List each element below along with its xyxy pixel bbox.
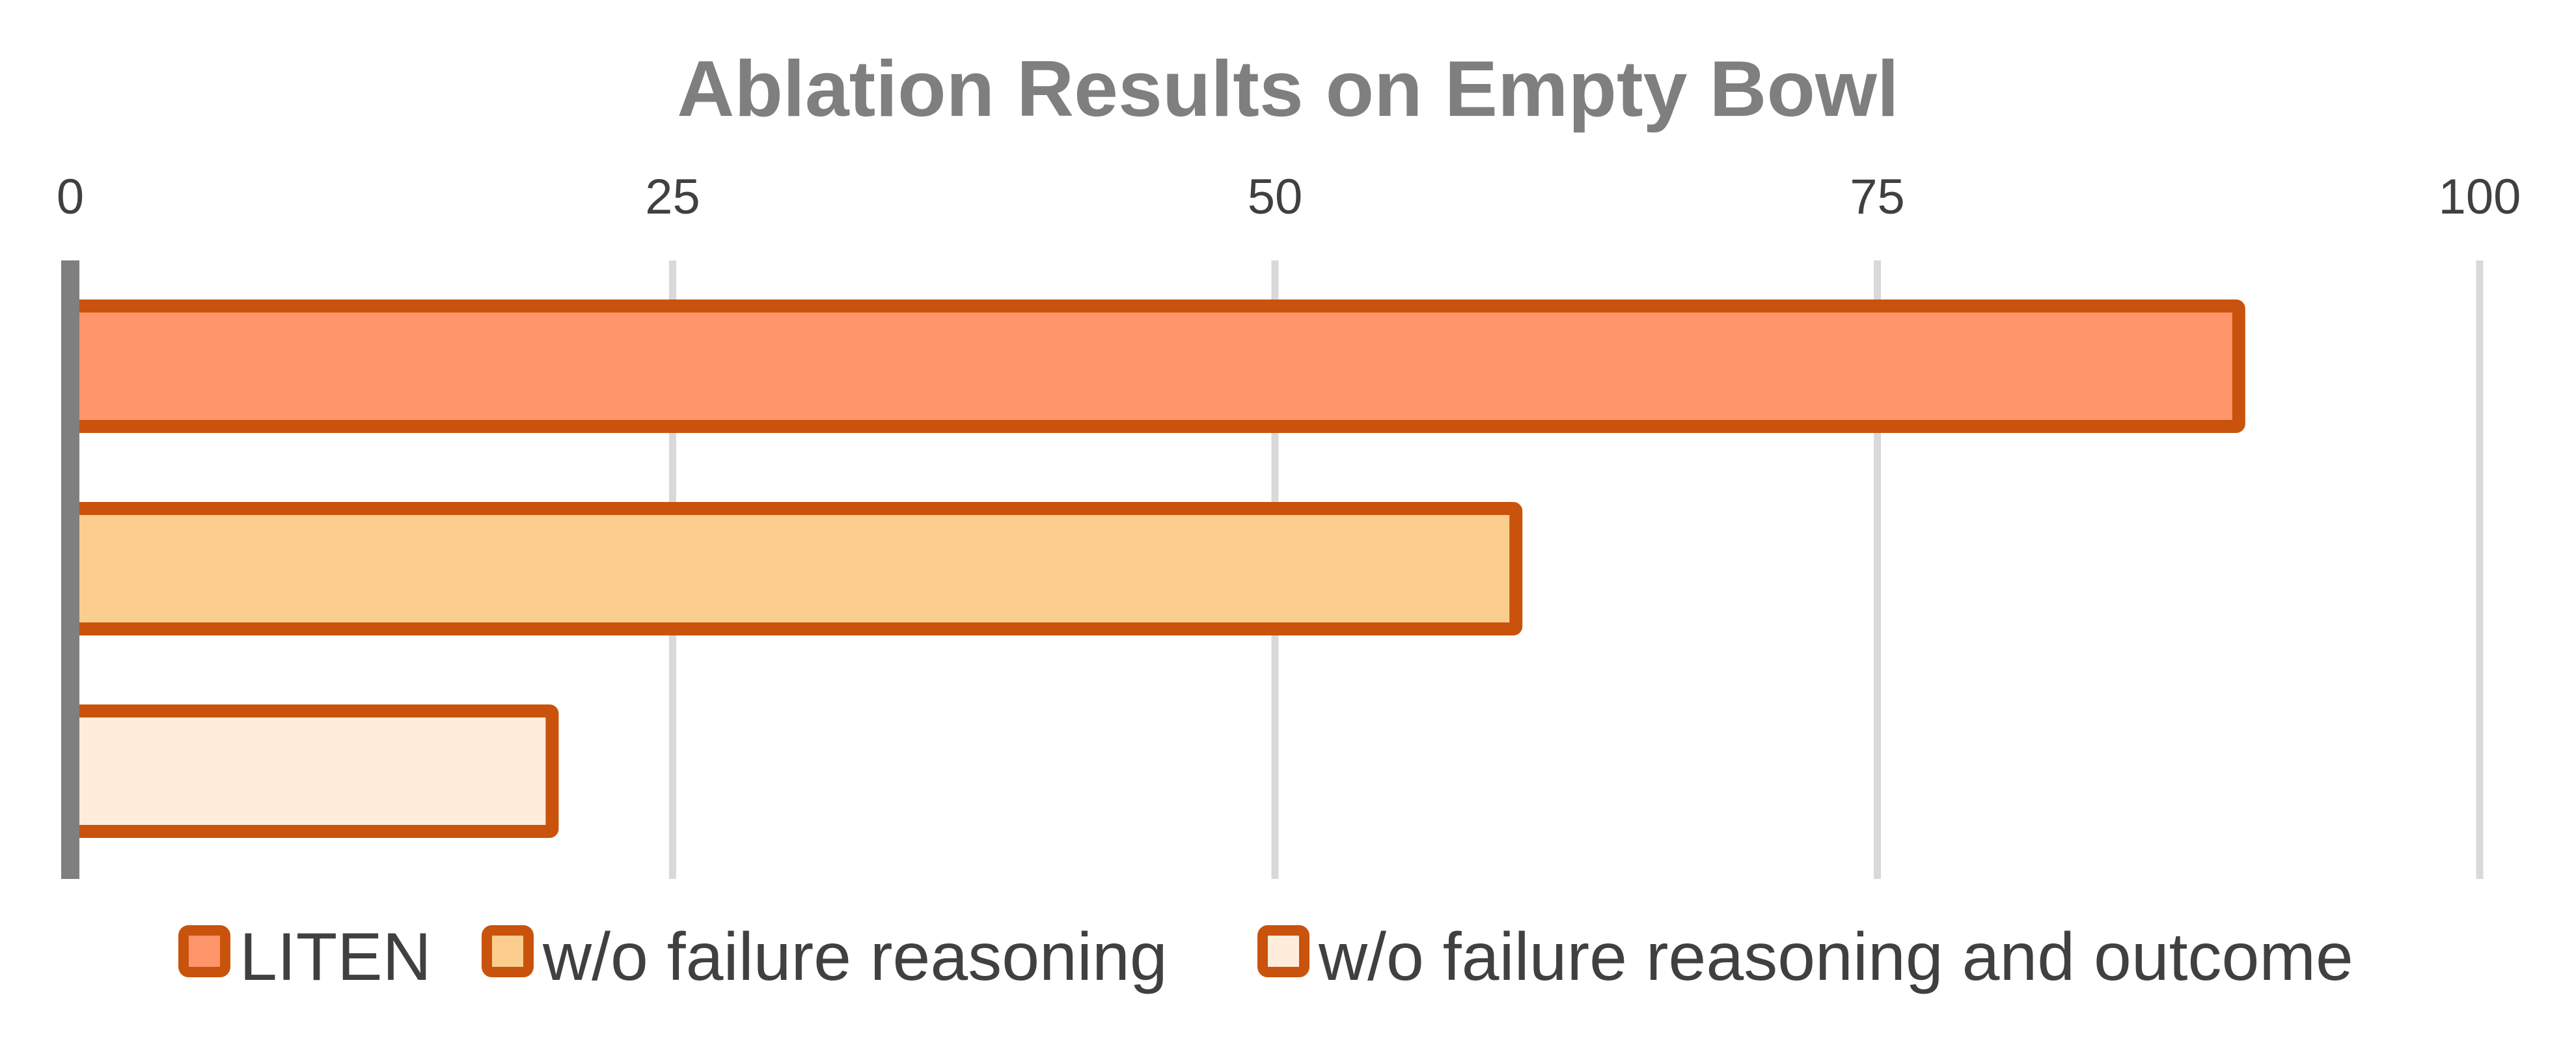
bars: [64, 299, 2245, 838]
bar-1: [64, 299, 2245, 433]
legend-label-3: w/o failure reasoning and outcome: [1318, 919, 2353, 995]
x-tick-label-50: 50: [1248, 169, 1303, 225]
y-axis: [61, 260, 79, 879]
x-axis-ticks: 0 25 50 75 100: [57, 169, 2521, 225]
x-tick-label-75: 75: [1850, 169, 1905, 225]
legend: LITEN w/o failure reasoning w/o failure re…: [178, 919, 2353, 995]
y-axis-line: [61, 260, 79, 879]
legend-label-2: w/o failure reasoning: [542, 919, 1168, 995]
legend-swatch-1: [178, 925, 230, 977]
legend-swatch-2: [482, 925, 534, 977]
x-tick-label-25: 25: [645, 169, 700, 225]
bar-3: [64, 704, 559, 838]
bar-2: [64, 502, 1523, 635]
legend-label-1: LITEN: [240, 919, 432, 995]
x-tick-label-0: 0: [57, 169, 84, 225]
legend-swatch-3: [1257, 925, 1309, 977]
chart-title: Ablation Results on Empty Bowl: [677, 44, 1899, 133]
x-tick-label-100: 100: [2439, 169, 2521, 225]
